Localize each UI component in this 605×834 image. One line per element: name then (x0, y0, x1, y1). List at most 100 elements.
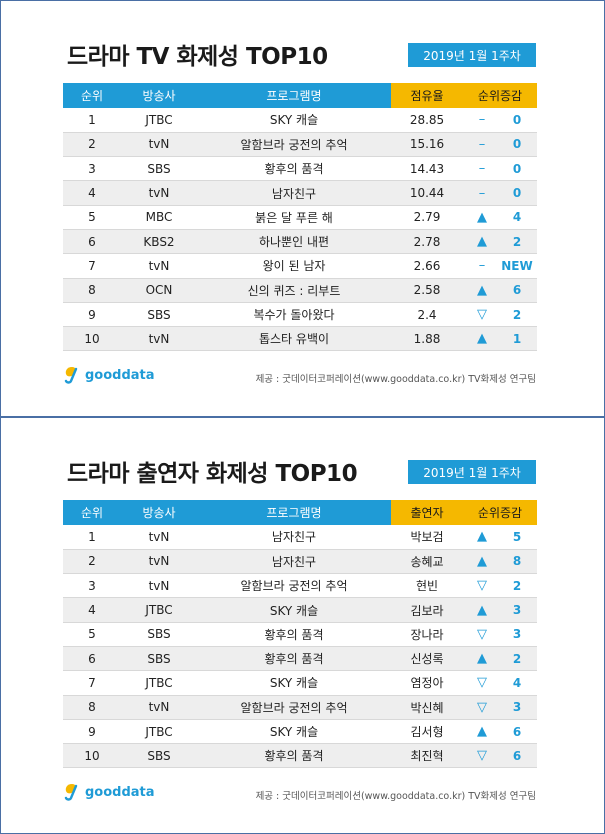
table-row: 4 tvN 남자친구 10.44–0 (63, 180, 537, 206)
header-program: 프로그램명 (197, 500, 391, 525)
panel-title: 드라마 출연자 화제성 TOP10 (67, 461, 358, 487)
program-cell: 붉은 달 푸른 해 (197, 205, 391, 230)
network-cell: SBS (121, 156, 197, 182)
network-cell: tvN (121, 573, 197, 599)
change-cell: ▲ 5 (463, 525, 537, 550)
table-row: 1 tvN 남자친구 박보검 ▲ 5 (63, 525, 537, 550)
header-rank: 순위 (63, 500, 121, 525)
gooddata-logo: gooddata (63, 782, 155, 802)
rank-cell: 2 (63, 549, 121, 575)
change-cell: ▲ 3 (463, 597, 537, 623)
network-cell: SBS (121, 743, 197, 769)
change-cell: ▽ 2 (463, 302, 537, 328)
network-cell: KBS2 (121, 229, 197, 255)
week-badge: 2019년 1월 1주차 (408, 460, 536, 484)
table-row: 8 tvN 알함브라 궁전의 추억 박신혜 ▽ 3 (63, 695, 537, 720)
program-cell: 톱스타 유백이 (197, 326, 391, 352)
program-cell: 황후의 품격 (197, 156, 391, 182)
table-row: 2 tvN 알함브라 궁전의 추억 15.16–0 (63, 132, 537, 158)
rank-cell: 1 (63, 108, 121, 133)
table-row: 6 KBS2 하나뿐인 내편 2.78 ▲ 2 (63, 229, 537, 255)
value-cell: 최진혁 (391, 743, 463, 769)
rank-change-up-icon: ▲ (477, 282, 487, 298)
change-cell: ▲ 4 (463, 205, 537, 230)
change-cell: ▽ 3 (463, 622, 537, 647)
table-row: 3 tvN 알함브라 궁전의 추억 현빈 ▽ 2 (63, 573, 537, 599)
tv-ranking-panel: 드라마 TV 화제성 TOP10 2019년 1월 1주차 순위 방송사 프로그… (0, 0, 605, 417)
week-badge: 2019년 1월 1주차 (408, 43, 536, 67)
rank-change-value: 3 (512, 627, 522, 642)
program-cell: 알함브라 궁전의 추억 (197, 573, 391, 599)
gooddata-logo-icon (64, 784, 78, 801)
network-cell: tvN (121, 180, 197, 206)
rank-change-up-icon: ▲ (477, 651, 487, 667)
network-cell: SBS (121, 646, 197, 672)
table-row: 3 SBS 황후의 품격 14.43–0 (63, 156, 537, 182)
rank-change-value: 0 (512, 112, 522, 127)
header-program: 프로그램명 (197, 83, 391, 108)
rank-change-up-icon: ▲ (477, 553, 487, 569)
header-network: 방송사 (121, 83, 197, 108)
change-cell: –0 (463, 132, 537, 158)
value-cell: 2.78 (391, 229, 463, 255)
network-cell: JTBC (121, 719, 197, 745)
program-cell: 황후의 품격 (197, 646, 391, 672)
rank-change-down-icon: ▽ (477, 748, 487, 764)
table-row: 9 JTBC SKY 캐슬 김서형 ▲ 6 (63, 719, 537, 745)
rank-change-value: 2 (512, 307, 522, 322)
rank-change-value: 3 (512, 603, 522, 618)
rank-cell: 2 (63, 132, 121, 158)
value-cell: 김서형 (391, 719, 463, 745)
rank-cell: 1 (63, 525, 121, 550)
rank-change-value: 2 (512, 234, 522, 249)
table-row: 5 MBC 붉은 달 푸른 해 2.79 ▲ 4 (63, 205, 537, 230)
rank-cell: 10 (63, 326, 121, 352)
program-cell: 왕이 된 남자 (197, 253, 391, 279)
program-cell: 남자친구 (197, 180, 391, 206)
program-cell: 신의 퀴즈 : 리부트 (197, 278, 391, 303)
rank-change-down-icon: ▽ (477, 699, 487, 715)
value-cell: 송혜교 (391, 549, 463, 575)
actor-ranking-panel: 드라마 출연자 화제성 TOP10 2019년 1월 1주차 순위 방송사 프로… (0, 417, 605, 834)
network-cell: tvN (121, 525, 197, 550)
rank-change-up-icon: ▲ (477, 331, 487, 347)
value-cell: 박보검 (391, 525, 463, 550)
change-cell: ▲ 8 (463, 549, 537, 575)
rank-change-value: 1 (512, 331, 522, 346)
network-cell: JTBC (121, 108, 197, 133)
rank-cell: 8 (63, 278, 121, 303)
rank-cell: 8 (63, 695, 121, 720)
rank-change-value: 5 (512, 529, 522, 544)
change-cell: ▲ 2 (463, 646, 537, 672)
value-cell: 1.88 (391, 326, 463, 352)
rank-change-up-icon: ▲ (477, 209, 487, 225)
rank-change-same-icon: – (478, 258, 486, 274)
network-cell: tvN (121, 695, 197, 720)
value-cell: 15.16 (391, 132, 463, 158)
change-cell: ▽ 3 (463, 695, 537, 720)
rank-cell: 3 (63, 156, 121, 182)
network-cell: tvN (121, 549, 197, 575)
network-cell: SBS (121, 622, 197, 647)
program-cell: SKY 캐슬 (197, 108, 391, 133)
logo-text: gooddata (85, 367, 155, 383)
network-cell: OCN (121, 278, 197, 303)
value-cell: 2.66 (391, 253, 463, 279)
value-cell: 박신혜 (391, 695, 463, 720)
program-cell: SKY 캐슬 (197, 719, 391, 745)
source-credit: 제공 : 굿데이터코퍼레이션(www.gooddata.co.kr) TV화제성… (255, 791, 536, 802)
rank-change-same-icon: – (478, 161, 486, 177)
rank-cell: 5 (63, 622, 121, 647)
rank-cell: 4 (63, 180, 121, 206)
network-cell: JTBC (121, 670, 197, 696)
rank-cell: 5 (63, 205, 121, 230)
table-row: 1 JTBC SKY 캐슬 28.85–0 (63, 108, 537, 133)
rank-change-up-icon: ▲ (477, 602, 487, 618)
program-cell: SKY 캐슬 (197, 670, 391, 696)
gooddata-logo: gooddata (63, 365, 155, 385)
network-cell: MBC (121, 205, 197, 230)
network-cell: JTBC (121, 597, 197, 623)
header-change: 순위증감 (463, 83, 537, 108)
rank-change-up-icon: ▲ (477, 529, 487, 545)
header-rank: 순위 (63, 83, 121, 108)
